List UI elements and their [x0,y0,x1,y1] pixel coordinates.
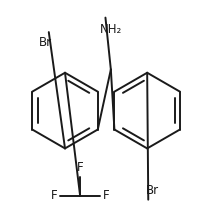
Text: NH₂: NH₂ [100,23,122,36]
Text: Br: Br [146,184,159,197]
Text: F: F [77,161,83,174]
Text: Br: Br [39,36,52,49]
Text: F: F [103,189,109,203]
Text: F: F [51,189,58,203]
